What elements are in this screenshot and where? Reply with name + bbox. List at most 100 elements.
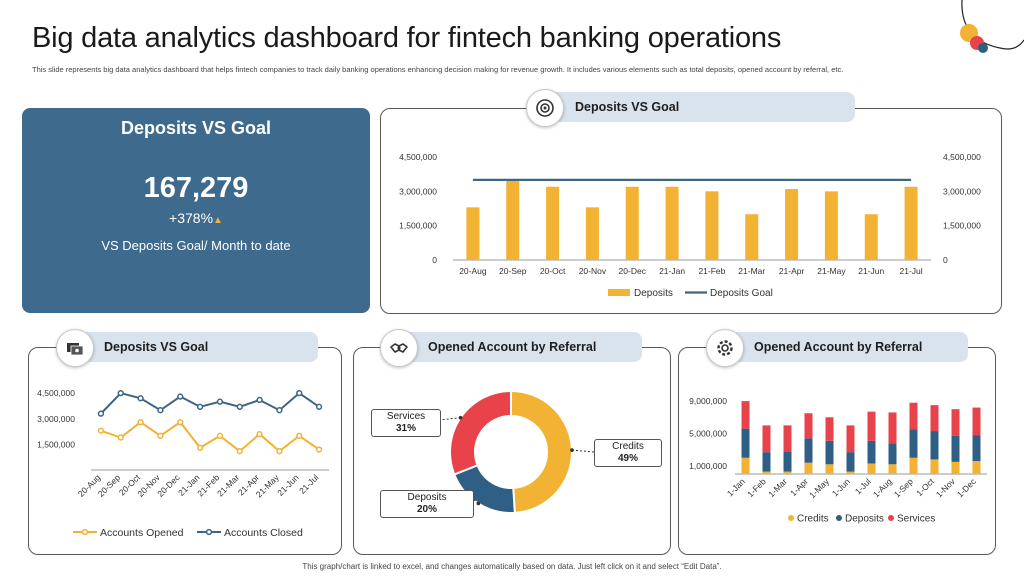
- y2-tick-label: 3,000,000: [943, 186, 981, 196]
- line-point: [216, 398, 224, 405]
- x-tick-label: 20-Sep: [96, 472, 123, 499]
- stacked-bar-services: [762, 425, 771, 453]
- x-tick-label: 21-Apr: [779, 266, 805, 276]
- donut-slice-credits: [510, 389, 573, 514]
- decorative-circles: [960, 0, 1024, 53]
- x-tick-label: 20-Dec: [619, 266, 647, 276]
- stacked-bar-credits: [762, 471, 771, 474]
- y-tick-label: 1,500,000: [37, 439, 75, 449]
- y2-tick-label: 0: [943, 255, 948, 265]
- kpi-value: 167,279: [143, 172, 249, 204]
- stacked-bar-credits: [888, 464, 897, 474]
- donut-label-services-pct: 31%: [395, 423, 416, 434]
- stacked-bar-credits: [930, 459, 939, 474]
- legend-swatch-credits: [788, 515, 794, 521]
- x-tick-label: 21-Mar: [215, 472, 241, 498]
- line-point: [177, 393, 184, 400]
- y-tick-label: 4,500,000: [37, 388, 75, 398]
- deposits-line-chart: 1,500,0003,000,0004,500,00020-Aug20-Sep2…: [37, 388, 329, 539]
- line-point: [276, 407, 283, 414]
- legend-label-services: Services: [897, 514, 935, 525]
- donut-label-deposits: Deposits 20%: [380, 490, 474, 518]
- bar-deposits: [625, 186, 639, 260]
- kpi-change: +378%▲: [22, 210, 370, 226]
- kpi-description: VS Deposits Goal/ Month to date: [101, 238, 291, 253]
- x-tick-label: 21-May: [817, 266, 846, 276]
- y-tick-label: 1,000,000: [689, 461, 727, 471]
- line-series-1: [100, 391, 320, 415]
- stacked-bar-credits: [804, 462, 813, 474]
- panel-referral-donut: Services 31% Credits 49% Deposits 20%: [353, 347, 671, 555]
- x-tick-label: 21-Jul: [900, 266, 923, 276]
- stacked-bar-credits: [867, 463, 876, 474]
- x-tick-label: 20-Aug: [459, 266, 487, 276]
- legend-label-deposits: Deposits: [845, 514, 884, 525]
- line-point: [117, 434, 124, 441]
- line-point: [236, 403, 243, 410]
- legend-label-credits: Credits: [797, 514, 829, 525]
- page-subtitle: This slide represents big data analytics…: [32, 65, 844, 74]
- panel-title-deposits-bar: Deposits VS Goal: [545, 92, 855, 122]
- line-point: [196, 403, 204, 410]
- bar-deposits: [785, 189, 799, 260]
- legend-label-deposits: Deposits: [634, 288, 673, 299]
- bar-deposits: [745, 214, 759, 260]
- legend-marker-opened: [81, 528, 89, 536]
- handshake-icon: [380, 329, 418, 367]
- donut-leader-dot: [476, 501, 481, 506]
- stacked-bar-deposits: [972, 435, 981, 462]
- x-tick-label: 1-Nov: [934, 476, 958, 500]
- bar-deposits: [466, 207, 480, 260]
- y-tick-label: 1,500,000: [399, 221, 437, 231]
- x-tick-label: 1-Dec: [955, 476, 979, 500]
- stacked-bar-deposits: [804, 438, 813, 463]
- donut-label-services-name: Services: [386, 411, 426, 422]
- donut-label-deposits-name: Deposits: [407, 492, 447, 503]
- stacked-bar-services: [909, 402, 918, 430]
- panel-referral-stacked: 1,000,000 5,000,000 9,000,000 1-Jan 1-Feb 1-M…: [678, 347, 996, 555]
- x-tick-label: 1-Jun: [830, 476, 852, 498]
- page-title: Big data analytics dashboard for fintech…: [32, 22, 782, 54]
- donut-leader-line: [571, 449, 595, 453]
- donut-label-credits-pct: 49%: [617, 453, 638, 464]
- x-tick-label: 1-Aug: [871, 476, 894, 499]
- x-tick-label: 1-Jan: [725, 476, 747, 498]
- legend-label-closed: Accounts Closed: [224, 527, 303, 539]
- stacked-bar-deposits: [762, 452, 771, 472]
- panel-deposits-bar: 0 1,500,000 3,000,000 4,500,000 0 1,500,000 3,…: [380, 108, 1002, 314]
- stacked-bar-services: [972, 407, 981, 436]
- bar-deposits: [824, 191, 838, 260]
- line-point: [157, 432, 164, 439]
- kpi-card: Deposits VS Goal 167,279 +378%▲ VS Depos…: [22, 108, 370, 313]
- line-point: [97, 410, 105, 417]
- gear-icon: [706, 329, 744, 367]
- bar-deposits: [864, 214, 878, 260]
- donut-slice-services: [449, 389, 512, 476]
- legend-label-opened: Accounts Opened: [100, 527, 184, 539]
- stacked-bar-deposits: [951, 435, 960, 462]
- donut-label-services: Services 31%: [371, 409, 441, 437]
- stacked-bar-deposits: [825, 440, 834, 465]
- x-tick-label: 20-Nov: [579, 266, 607, 276]
- y-tick-label: 3,000,000: [399, 186, 437, 196]
- triangle-up-icon: ▲: [213, 215, 223, 226]
- stacked-bar-credits: [741, 457, 750, 474]
- line-point: [296, 432, 303, 439]
- legend-label-goal: Deposits Goal: [710, 288, 773, 299]
- bar-deposits: [705, 191, 719, 260]
- line-point: [296, 389, 303, 397]
- line-point: [177, 419, 184, 426]
- donut-label-deposits-pct: 20%: [416, 504, 437, 515]
- x-tick-label: 1-Jul: [853, 476, 873, 496]
- donut-label-credits-name: Credits: [612, 441, 644, 452]
- donut-leader-dot: [570, 448, 574, 452]
- line-point: [276, 448, 283, 455]
- line-point: [97, 427, 105, 434]
- stacked-bar-services: [930, 405, 939, 432]
- line-point: [137, 395, 144, 402]
- x-tick-label: 21-Jul: [297, 472, 321, 496]
- line-point: [315, 403, 323, 410]
- page-footer: This graph/chart is linked to excel, and…: [302, 562, 722, 571]
- stacked-bar-credits: [846, 471, 855, 474]
- stacked-bar-services: [804, 413, 813, 439]
